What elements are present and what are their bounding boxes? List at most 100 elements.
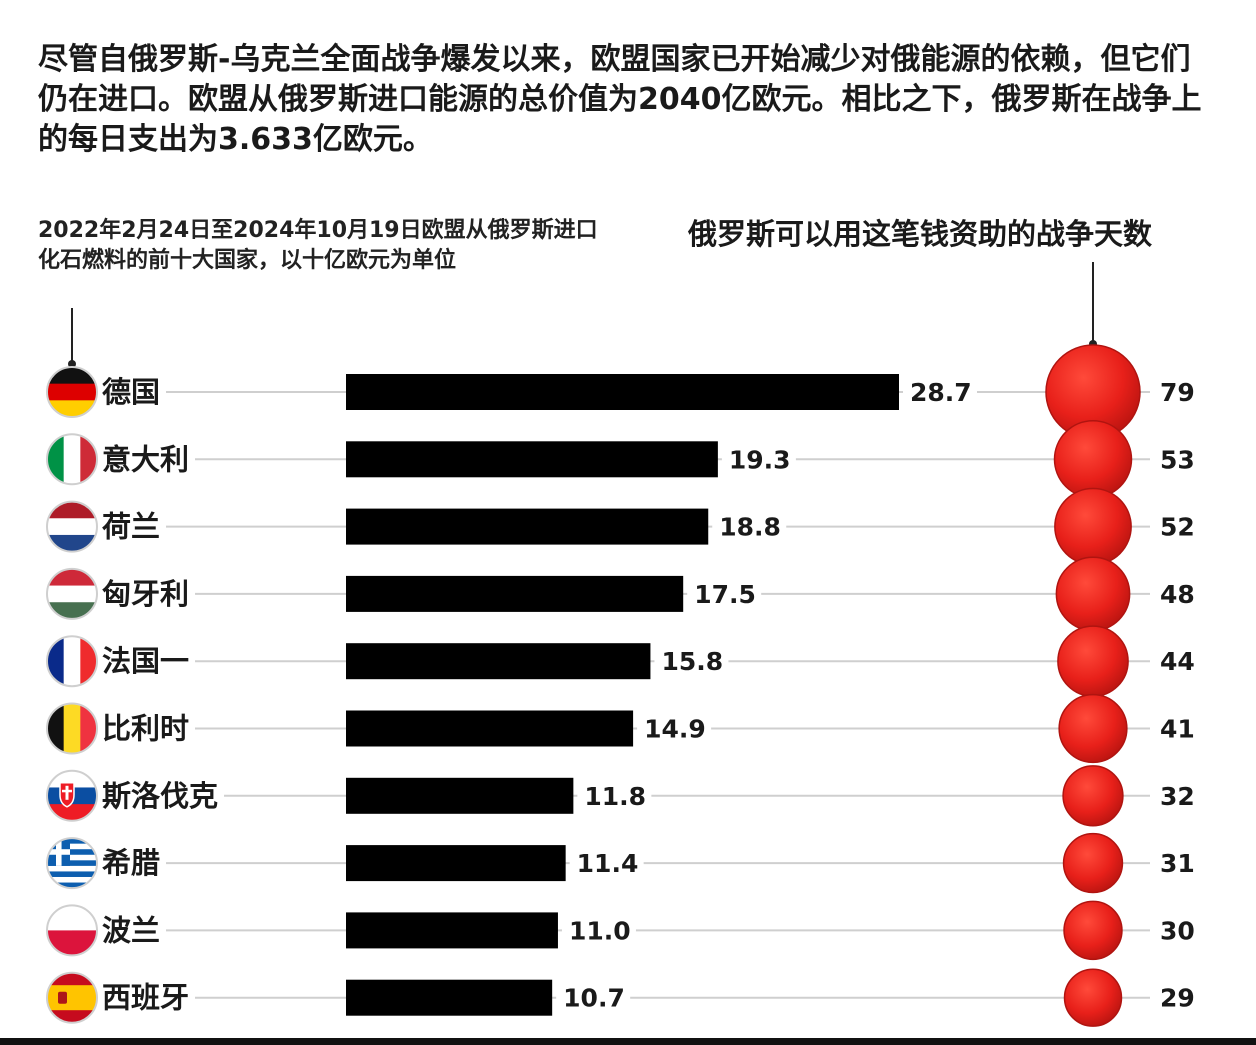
value-label: 28.7 (910, 378, 972, 407)
chart-row: 德国 28.7 79 (46, 344, 1212, 440)
bar (346, 979, 553, 1016)
days-bubble (1062, 832, 1124, 894)
bar (346, 441, 718, 478)
country-label: 希腊 (102, 846, 160, 880)
value-label: 19.3 (729, 445, 791, 474)
value-backdrop (577, 777, 652, 814)
days-label: 79 (1160, 378, 1195, 407)
label-backdrop (98, 504, 167, 549)
days-backdrop (1152, 979, 1212, 1016)
country-label: 斯洛伐克 (102, 779, 218, 813)
days-label: 41 (1160, 715, 1195, 744)
days-label: 52 (1160, 513, 1195, 542)
days-backdrop (1152, 575, 1212, 612)
value-label: 11.4 (577, 849, 639, 878)
value-backdrop (712, 508, 787, 545)
days-bubble (1053, 420, 1133, 499)
label-backdrop (98, 841, 167, 886)
bottom-rule (0, 1038, 1256, 1045)
chart-row: 西班牙 10.7 29 (46, 968, 1212, 1027)
chart-row: 希腊 11.4 31 (46, 832, 1212, 894)
days-bubble (1054, 487, 1132, 566)
bar (346, 710, 634, 747)
days-backdrop (1152, 441, 1212, 478)
chart-row: 匈牙利 17.5 48 (46, 556, 1212, 632)
bar (346, 912, 558, 949)
days-bubble (1062, 765, 1124, 827)
bubble-title: 俄罗斯可以用这笔钱资助的战争天数 (687, 217, 1152, 251)
country-label: 匈牙利 (102, 577, 189, 611)
chart-row: 法国一 15.8 44 (46, 625, 1212, 698)
days-backdrop (1152, 710, 1212, 747)
value-label: 11.0 (569, 916, 631, 945)
greece-flag-icon (46, 837, 98, 890)
bar (346, 508, 709, 545)
chart-row: 比利时 14.9 41 (46, 693, 1212, 764)
days-label: 48 (1160, 580, 1195, 609)
days-label: 32 (1160, 782, 1195, 811)
hungary-flag-icon (46, 567, 98, 620)
label-backdrop (98, 908, 167, 953)
chart-row: 波兰 11.0 30 (46, 900, 1212, 961)
label-backdrop (98, 706, 196, 751)
italy-flag-icon (46, 433, 98, 486)
days-backdrop (1152, 912, 1212, 949)
value-backdrop (556, 979, 631, 1016)
country-label: 波兰 (102, 913, 160, 947)
days-bubble (1055, 556, 1131, 632)
value-label: 17.5 (694, 580, 756, 609)
bar (346, 575, 684, 612)
value-label: 10.7 (563, 984, 625, 1013)
country-label: 德国 (102, 375, 160, 409)
days-backdrop (1152, 845, 1212, 882)
days-bubble (1057, 625, 1129, 698)
value-backdrop (561, 912, 636, 949)
label-backdrop (98, 370, 167, 414)
value-label: 14.9 (644, 715, 706, 744)
country-label: 荷兰 (102, 510, 160, 544)
poland-flag-icon (46, 904, 98, 957)
days-backdrop (1152, 777, 1212, 814)
bar (346, 374, 899, 410)
intro-paragraph: 尽管自俄罗斯-乌克兰全面战争爆发以来，欧盟国家已开始减少对俄能源的依赖，但它们仍… (38, 42, 1202, 157)
france-flag-icon (46, 635, 98, 688)
value-label: 18.8 (719, 513, 781, 542)
days-bubble (1058, 693, 1128, 764)
days-backdrop (1152, 374, 1212, 410)
days-bubble (1063, 968, 1123, 1027)
days-label: 44 (1160, 647, 1195, 676)
netherlands-flag-icon (46, 500, 98, 553)
label-backdrop (98, 437, 196, 482)
bar (346, 643, 651, 680)
label-backdrop (98, 571, 196, 616)
days-label: 53 (1160, 445, 1195, 474)
bar (346, 845, 566, 882)
days-label: 31 (1160, 849, 1195, 878)
label-backdrop (98, 639, 196, 684)
value-label: 15.8 (661, 647, 723, 676)
bar (346, 777, 574, 814)
country-label: 意大利 (102, 442, 189, 476)
label-backdrop (98, 773, 225, 818)
country-label: 法国一 (102, 644, 189, 678)
belgium-flag-icon (46, 702, 98, 755)
left-pointer-dot (68, 360, 76, 368)
days-label: 29 (1160, 984, 1195, 1013)
value-backdrop (637, 710, 712, 747)
value-backdrop (903, 374, 977, 410)
days-label: 30 (1160, 916, 1195, 945)
slovakia-flag-icon (46, 769, 98, 822)
days-bubble (1063, 900, 1123, 961)
days-backdrop (1152, 508, 1212, 545)
value-backdrop (654, 643, 729, 680)
value-backdrop (687, 575, 762, 612)
spain-flag-icon (46, 971, 98, 1024)
label-backdrop (98, 975, 196, 1020)
country-label: 西班牙 (102, 981, 189, 1015)
country-label: 比利时 (102, 712, 189, 746)
chart-row: 意大利 19.3 53 (46, 420, 1212, 499)
days-backdrop (1152, 643, 1212, 680)
chart-title: 2022年2月24日至2024年10月19日欧盟从俄罗斯进口化石燃料的前十大国家… (38, 218, 598, 273)
germany-flag-icon (46, 366, 98, 418)
